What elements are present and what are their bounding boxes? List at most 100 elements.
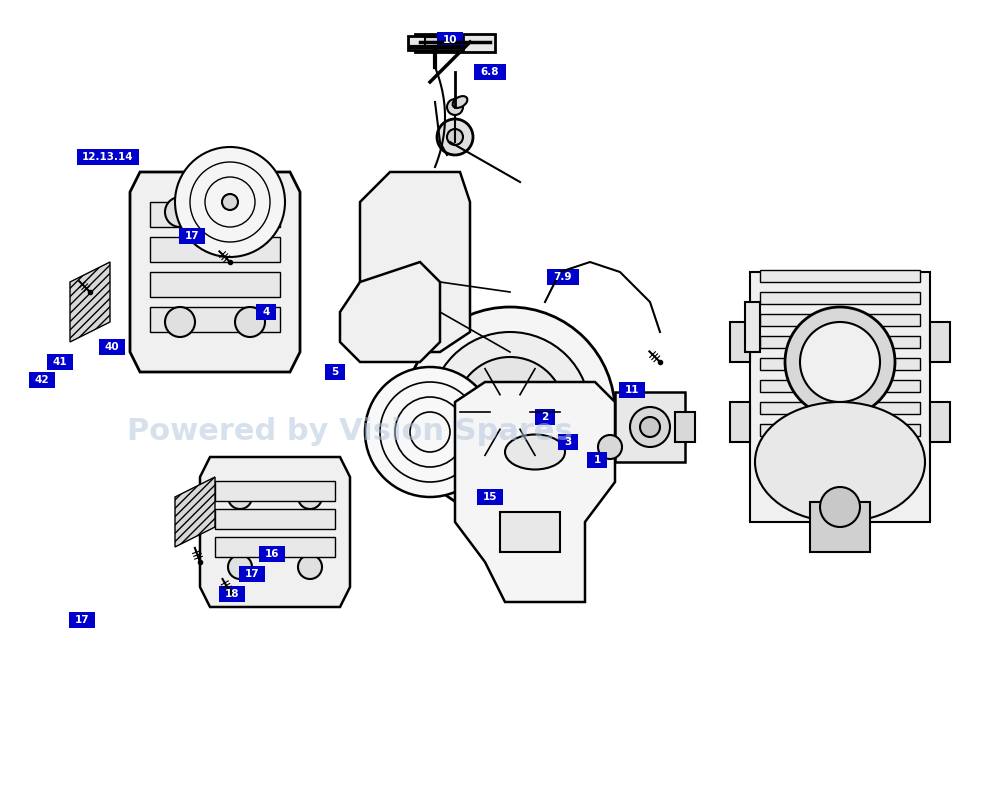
Text: 42: 42 xyxy=(35,375,49,385)
Text: 7.9: 7.9 xyxy=(553,272,572,282)
Polygon shape xyxy=(340,262,440,362)
Text: 16: 16 xyxy=(265,549,279,559)
FancyBboxPatch shape xyxy=(178,228,204,244)
Bar xyxy=(415,34,495,52)
FancyBboxPatch shape xyxy=(77,149,139,165)
Bar xyxy=(729,322,749,362)
FancyBboxPatch shape xyxy=(557,434,577,450)
Text: 18: 18 xyxy=(224,589,239,599)
Circle shape xyxy=(221,194,237,210)
FancyBboxPatch shape xyxy=(546,269,578,285)
Circle shape xyxy=(234,197,265,227)
Circle shape xyxy=(639,417,659,437)
Circle shape xyxy=(495,397,524,427)
Bar xyxy=(760,336,919,348)
Text: 10: 10 xyxy=(442,35,457,45)
FancyBboxPatch shape xyxy=(437,32,463,48)
Text: 17: 17 xyxy=(184,231,199,241)
FancyBboxPatch shape xyxy=(534,409,554,425)
Bar xyxy=(929,402,949,442)
Polygon shape xyxy=(70,262,110,342)
FancyBboxPatch shape xyxy=(477,489,502,505)
Bar xyxy=(760,402,919,414)
Circle shape xyxy=(437,119,473,155)
FancyBboxPatch shape xyxy=(47,354,73,370)
Bar xyxy=(150,237,280,262)
Text: 17: 17 xyxy=(244,569,260,579)
Bar xyxy=(214,481,335,501)
Circle shape xyxy=(234,307,265,337)
Text: 1: 1 xyxy=(593,455,600,465)
Bar xyxy=(425,37,445,47)
Circle shape xyxy=(298,555,322,579)
Bar xyxy=(810,502,869,552)
Bar xyxy=(760,358,919,370)
Polygon shape xyxy=(130,172,300,372)
Circle shape xyxy=(447,129,463,145)
FancyBboxPatch shape xyxy=(218,586,244,602)
Bar xyxy=(408,36,463,50)
Circle shape xyxy=(165,307,194,337)
FancyBboxPatch shape xyxy=(256,304,276,320)
Circle shape xyxy=(800,322,879,402)
FancyBboxPatch shape xyxy=(618,382,644,398)
Circle shape xyxy=(174,147,285,257)
Bar xyxy=(150,272,280,297)
Polygon shape xyxy=(174,477,214,547)
Text: 40: 40 xyxy=(104,342,119,352)
Circle shape xyxy=(165,197,194,227)
Bar xyxy=(214,509,335,529)
Circle shape xyxy=(227,485,252,509)
Bar xyxy=(760,314,919,326)
Polygon shape xyxy=(199,457,350,607)
Text: 17: 17 xyxy=(74,615,89,625)
Text: 4: 4 xyxy=(263,307,270,317)
Text: 15: 15 xyxy=(482,492,497,502)
Bar xyxy=(674,412,694,442)
Circle shape xyxy=(365,367,495,497)
Circle shape xyxy=(597,435,621,459)
Circle shape xyxy=(785,307,894,417)
Ellipse shape xyxy=(755,402,924,522)
Bar xyxy=(760,270,919,282)
Text: Powered by Vision Spares: Powered by Vision Spares xyxy=(127,418,572,447)
Bar xyxy=(744,302,760,352)
Circle shape xyxy=(298,485,322,509)
Bar xyxy=(760,292,919,304)
Text: 3: 3 xyxy=(564,437,571,447)
Bar xyxy=(614,392,684,462)
Ellipse shape xyxy=(452,96,467,108)
FancyBboxPatch shape xyxy=(474,64,505,80)
FancyBboxPatch shape xyxy=(238,566,265,582)
Bar xyxy=(150,307,280,332)
Circle shape xyxy=(447,99,463,115)
Text: 12.13.14: 12.13.14 xyxy=(82,152,133,162)
Bar xyxy=(760,424,919,436)
Text: 2: 2 xyxy=(541,412,548,422)
Circle shape xyxy=(430,332,589,492)
Circle shape xyxy=(629,407,669,447)
Bar xyxy=(749,272,929,522)
Circle shape xyxy=(227,555,252,579)
Bar xyxy=(929,322,949,362)
Ellipse shape xyxy=(504,435,564,469)
Text: 41: 41 xyxy=(53,357,67,367)
Bar xyxy=(214,537,335,557)
FancyBboxPatch shape xyxy=(325,364,345,380)
FancyBboxPatch shape xyxy=(586,452,606,468)
Circle shape xyxy=(405,307,614,517)
Polygon shape xyxy=(360,172,470,352)
Bar xyxy=(760,380,919,392)
FancyBboxPatch shape xyxy=(99,339,125,355)
FancyBboxPatch shape xyxy=(69,612,95,628)
Circle shape xyxy=(455,357,564,467)
Circle shape xyxy=(480,382,539,442)
Text: 11: 11 xyxy=(624,385,638,395)
FancyBboxPatch shape xyxy=(259,546,285,562)
Bar xyxy=(150,202,280,227)
Polygon shape xyxy=(455,382,614,602)
Text: 5: 5 xyxy=(331,367,339,377)
Text: 6.8: 6.8 xyxy=(480,67,499,77)
FancyBboxPatch shape xyxy=(29,372,55,388)
Bar xyxy=(729,402,749,442)
